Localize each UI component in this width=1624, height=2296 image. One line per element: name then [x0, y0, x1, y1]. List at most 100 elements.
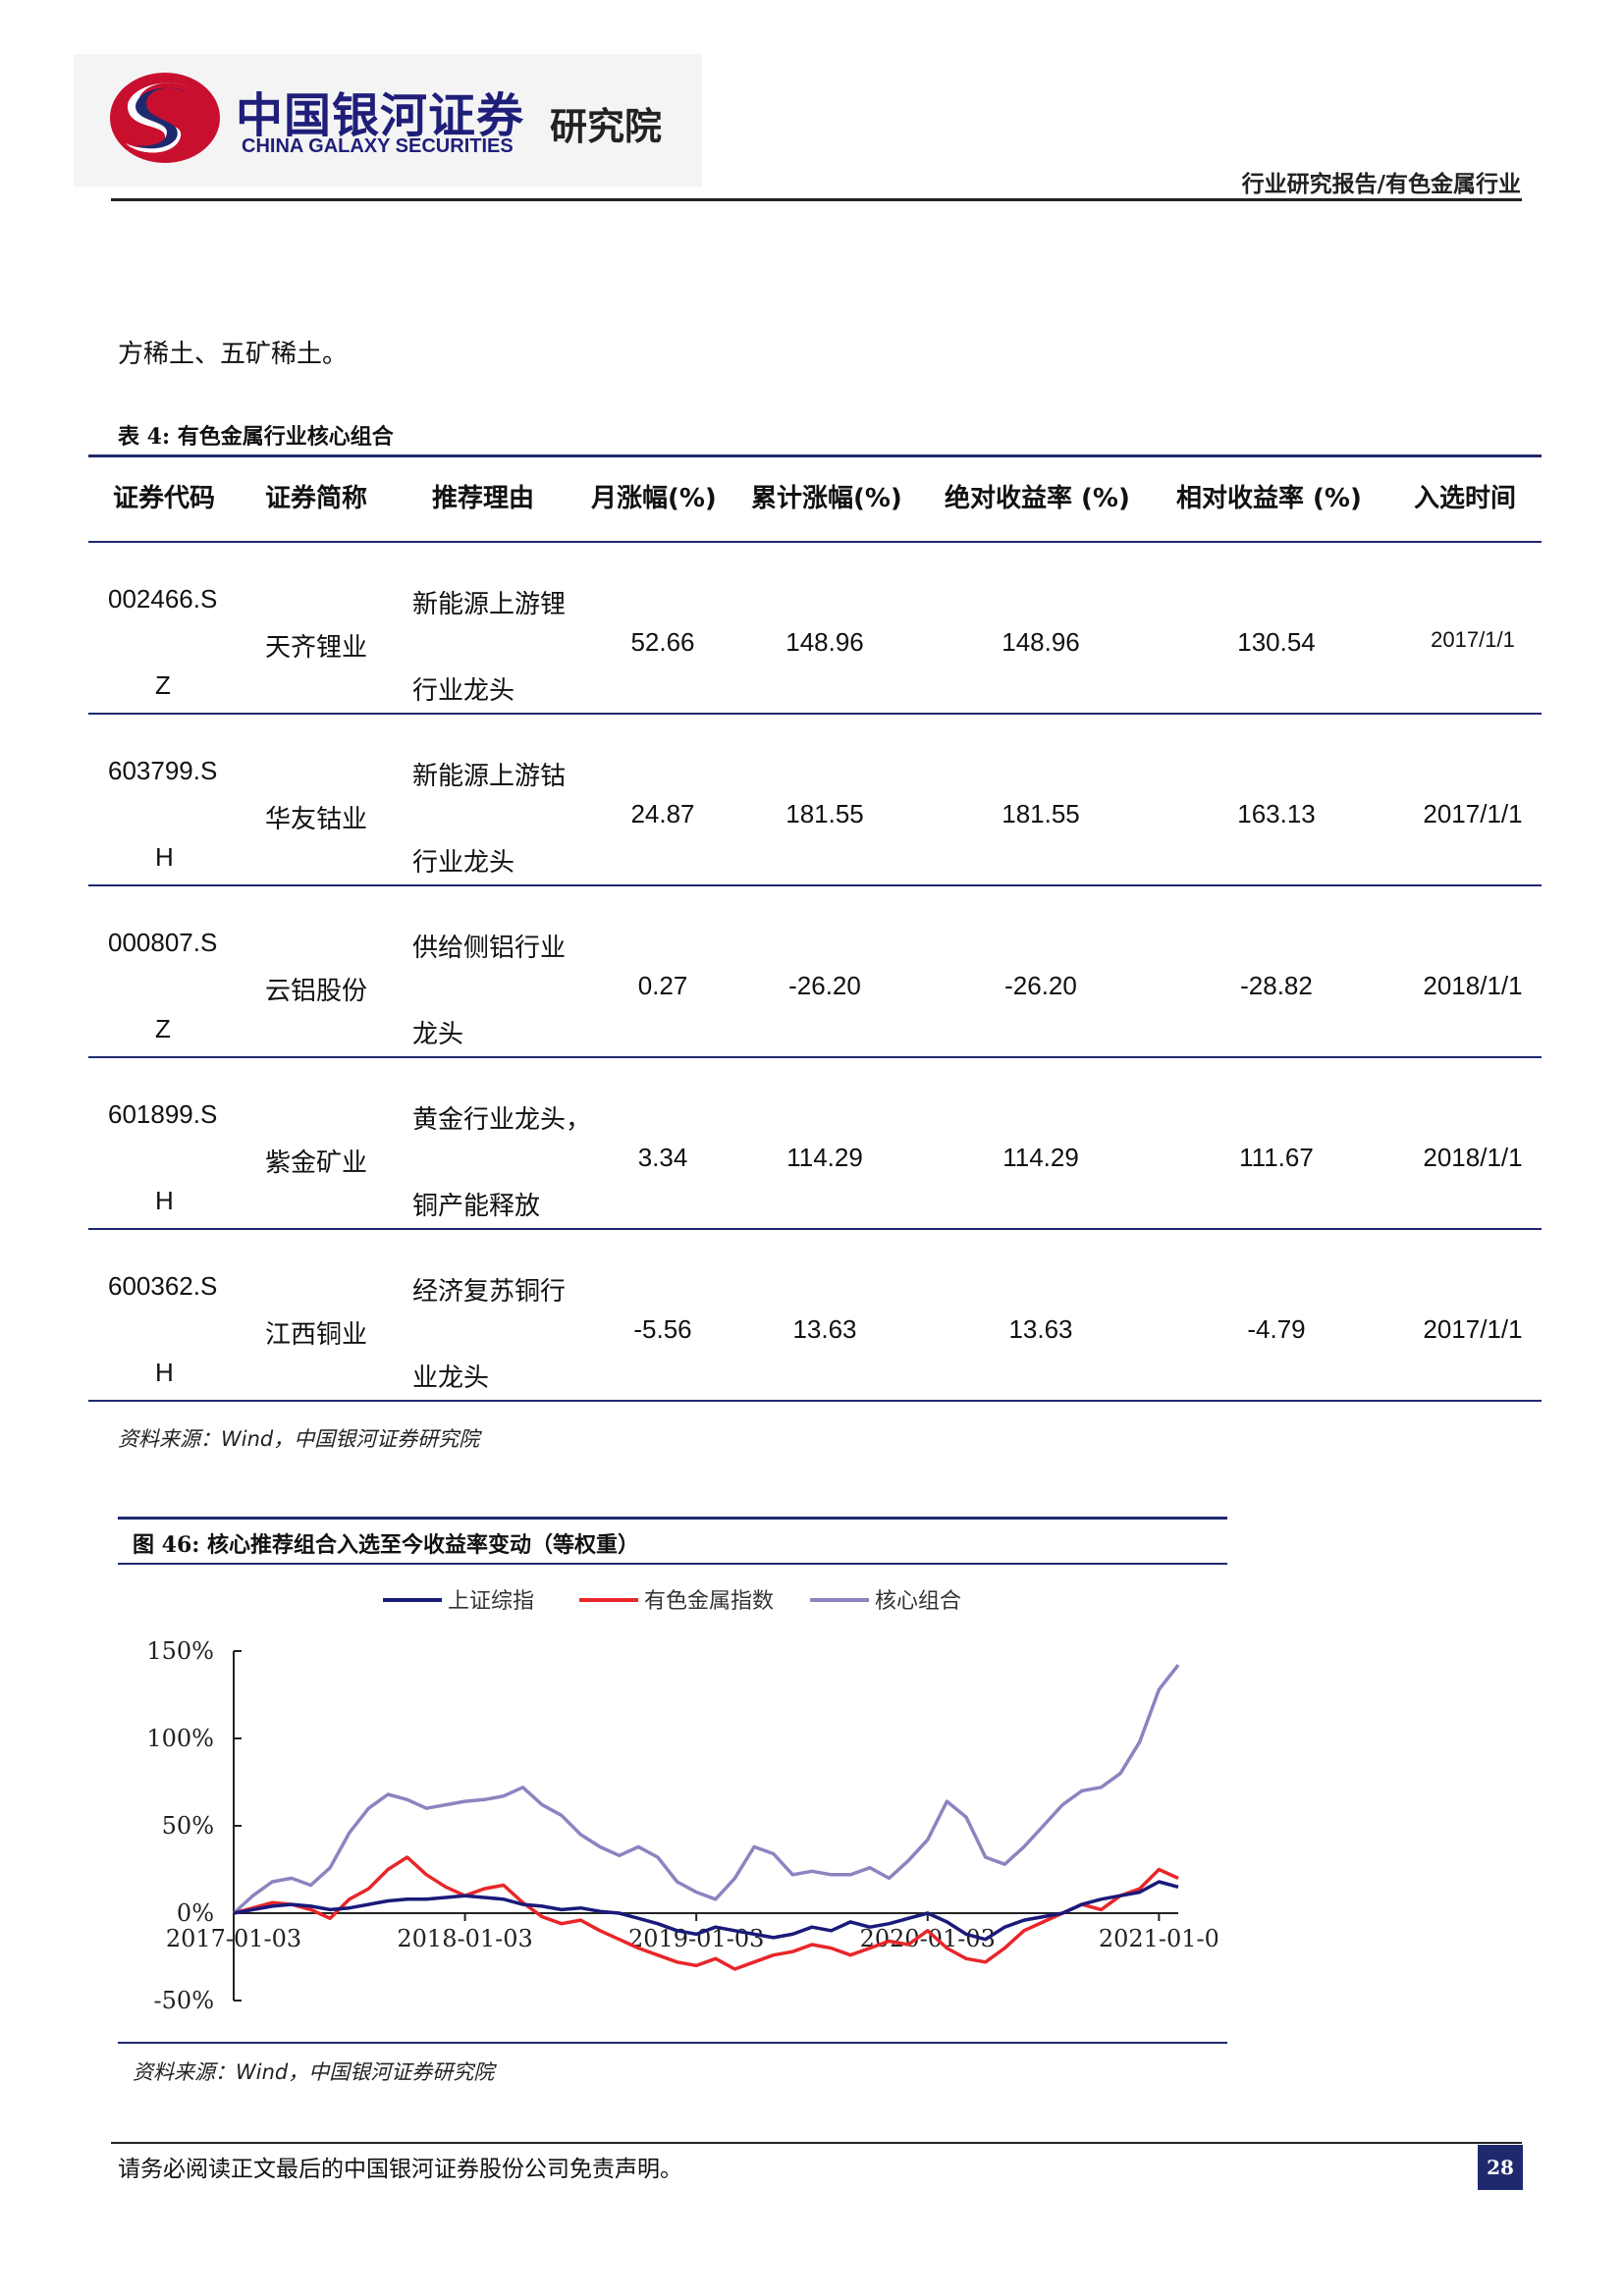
header-monthly: 月涨幅(%): [591, 484, 717, 513]
cell-code-line1: 002466.S: [108, 584, 218, 614]
cell-name: 紫金矿业: [265, 1148, 368, 1178]
cell-absolute: -26.20: [1004, 971, 1077, 1000]
table-row: 002466.S Z 天齐锂业 新能源上游锂 行业龙头 52.66 148.96 148.96…: [88, 543, 1542, 715]
cell-name: 天齐锂业: [265, 633, 368, 663]
footer-disclaimer: 请务必阅读正文最后的中国银河证券股份公司免责声明。: [118, 2157, 682, 2182]
cell-code-line2: H: [155, 842, 174, 872]
footer-divider: [111, 2142, 1522, 2144]
portfolio-table: 证券代码 证券简称 推荐理由 月涨幅(%) 累计涨幅(%) 绝对收益率 (%) …: [88, 454, 1542, 1402]
series-line: [232, 1664, 1180, 1915]
cell-monthly: -5.56: [633, 1314, 692, 1344]
logo-chinese-name: 中国银河证券: [236, 88, 525, 143]
legend-label: 有色金属指数: [644, 1589, 774, 1614]
cell-code-line2: H: [155, 1186, 174, 1215]
cell-cumulative: 114.29: [786, 1143, 863, 1172]
cell-relative: -4.79: [1247, 1314, 1306, 1344]
table-header-row: 证券代码 证券简称 推荐理由 月涨幅(%) 累计涨幅(%) 绝对收益率 (%) …: [88, 457, 1542, 541]
cell-cumulative: 148.96: [785, 627, 864, 657]
header-reason: 推荐理由: [432, 484, 535, 513]
cell-date: 2018/1/1: [1423, 1143, 1523, 1172]
x-tick-label: 2018-01-03: [397, 1925, 532, 1952]
header-name: 证券简称: [265, 484, 368, 513]
header-absolute: 绝对收益率 (%): [945, 484, 1130, 513]
header-code: 证券代码: [113, 484, 216, 513]
figure-source-note: 资料来源：Wind，中国银河证券研究院: [133, 2060, 495, 2084]
cell-monthly: 3.34: [637, 1143, 688, 1172]
cell-code-line1: 603799.S: [108, 756, 218, 785]
cell-reason-line1: 新能源上游钴: [412, 762, 567, 791]
cell-reason-line1: 供给侧铝行业: [412, 934, 567, 963]
header-cumulative: 累计涨幅(%): [751, 484, 902, 513]
cell-absolute: 148.96: [1001, 627, 1080, 657]
figure-top-rule: [118, 1517, 1227, 1520]
y-tick-label: 150%: [146, 1637, 214, 1665]
table-header-rule: [88, 541, 1542, 543]
cell-absolute: 114.29: [1002, 1143, 1079, 1172]
table-source-note: 资料来源：Wind，中国银河证券研究院: [118, 1427, 480, 1451]
x-tick-label: 2017-01-03: [166, 1925, 301, 1952]
cell-relative: 130.54: [1237, 627, 1316, 657]
legend-label: 上证综指: [448, 1589, 534, 1614]
cell-code-line1: 000807.S: [108, 928, 218, 957]
y-tick-label: 50%: [162, 1812, 214, 1840]
cell-cumulative: 13.63: [792, 1314, 857, 1344]
cell-code-line1: 601899.S: [108, 1099, 218, 1129]
cell-monthly: 24.87: [630, 799, 695, 828]
table-row: 600362.S H 江西铜业 经济复苏铜行 业龙头 -5.56 13.63 13.63 -4.…: [88, 1230, 1542, 1402]
cell-absolute: 181.55: [1001, 799, 1080, 828]
table-top-rule: [88, 454, 1542, 457]
figure-caption-rule: [118, 1563, 1227, 1565]
cell-reason-line2: 铜产能释放: [412, 1192, 541, 1221]
cell-reason-line2: 龙头: [412, 1020, 464, 1049]
series-line: [233, 1880, 1179, 1942]
y-tick-label: 100%: [146, 1725, 214, 1752]
figure-bottom-rule: [118, 2042, 1227, 2044]
cell-relative: 163.13: [1237, 799, 1316, 828]
cell-code-line2: H: [155, 1358, 174, 1387]
page-number: 28: [1478, 2145, 1523, 2190]
cell-code-line2: Z: [155, 670, 171, 700]
cell-date: 2017/1/1: [1431, 627, 1515, 652]
table-caption: 表 4: 有色金属行业核心组合: [118, 424, 394, 450]
cell-monthly: 52.66: [630, 627, 695, 657]
figure-caption: 图 46: 核心推荐组合入选至今收益率变动（等权重）: [133, 1532, 640, 1558]
logo-english-name: CHINA GALAXY SECURITIES: [242, 135, 514, 157]
galaxy-logo-icon: [110, 73, 220, 163]
cell-code-line2: Z: [155, 1014, 171, 1043]
logo-institute: 研究院: [550, 105, 663, 148]
intro-paragraph: 方稀土、五矿稀土。: [118, 340, 349, 369]
table-body: 002466.S Z 天齐锂业 新能源上游锂 行业龙头 52.66 148.96 148.96…: [88, 543, 1542, 1402]
cell-reason-line1: 黄金行业龙头，: [412, 1105, 592, 1135]
table-row: 603799.S H 华友钴业 新能源上游钴 行业龙头 24.87 181.55 181.55…: [88, 715, 1542, 886]
cell-name: 华友钴业: [265, 805, 368, 834]
series-line: [233, 1855, 1179, 1971]
cell-date: 2017/1/1: [1423, 1314, 1523, 1344]
cell-name: 江西铜业: [265, 1320, 368, 1350]
cell-cumulative: -26.20: [788, 971, 861, 1000]
returns-line-chart: 150% 100% 50% 0% -50% 2017-01-03 2018-01-03 201…: [146, 1589, 1218, 2014]
cell-reason-line1: 新能源上游锂: [412, 590, 567, 619]
cell-code-line1: 600362.S: [108, 1271, 218, 1301]
cell-relative: -28.82: [1240, 971, 1313, 1000]
y-tick-label: -50%: [154, 1987, 214, 2014]
y-tick-label: 0%: [177, 1899, 214, 1927]
cell-reason-line2: 业龙头: [412, 1363, 490, 1393]
header-relative: 相对收益率 (%): [1176, 484, 1362, 513]
header-date: 入选时间: [1414, 484, 1517, 513]
cell-absolute: 13.63: [1008, 1314, 1073, 1344]
cell-name: 云铝股份: [265, 977, 368, 1006]
cell-date: 2018/1/1: [1423, 971, 1523, 1000]
cell-reason-line2: 行业龙头: [412, 676, 515, 706]
x-tick-label: 2019-01-03: [628, 1925, 764, 1952]
cell-reason-line1: 经济复苏铜行: [412, 1277, 567, 1307]
header-divider: [111, 198, 1522, 201]
table-row: 000807.S Z 云铝股份 供给侧铝行业 龙头 0.27 -26.20 -26.20 -28…: [88, 886, 1542, 1058]
cell-cumulative: 181.55: [785, 799, 864, 828]
cell-relative: 111.67: [1239, 1143, 1314, 1172]
table-row: 601899.S H 紫金矿业 黄金行业龙头， 铜产能释放 3.34 114.29 114.2…: [88, 1058, 1542, 1230]
cell-date: 2017/1/1: [1423, 799, 1523, 828]
report-category: 行业研究报告/有色金属行业: [1241, 171, 1521, 197]
legend-label: 核心组合: [875, 1589, 961, 1614]
cell-reason-line2: 行业龙头: [412, 848, 515, 878]
x-tick-label: 2021-01-0: [1099, 1925, 1218, 1952]
